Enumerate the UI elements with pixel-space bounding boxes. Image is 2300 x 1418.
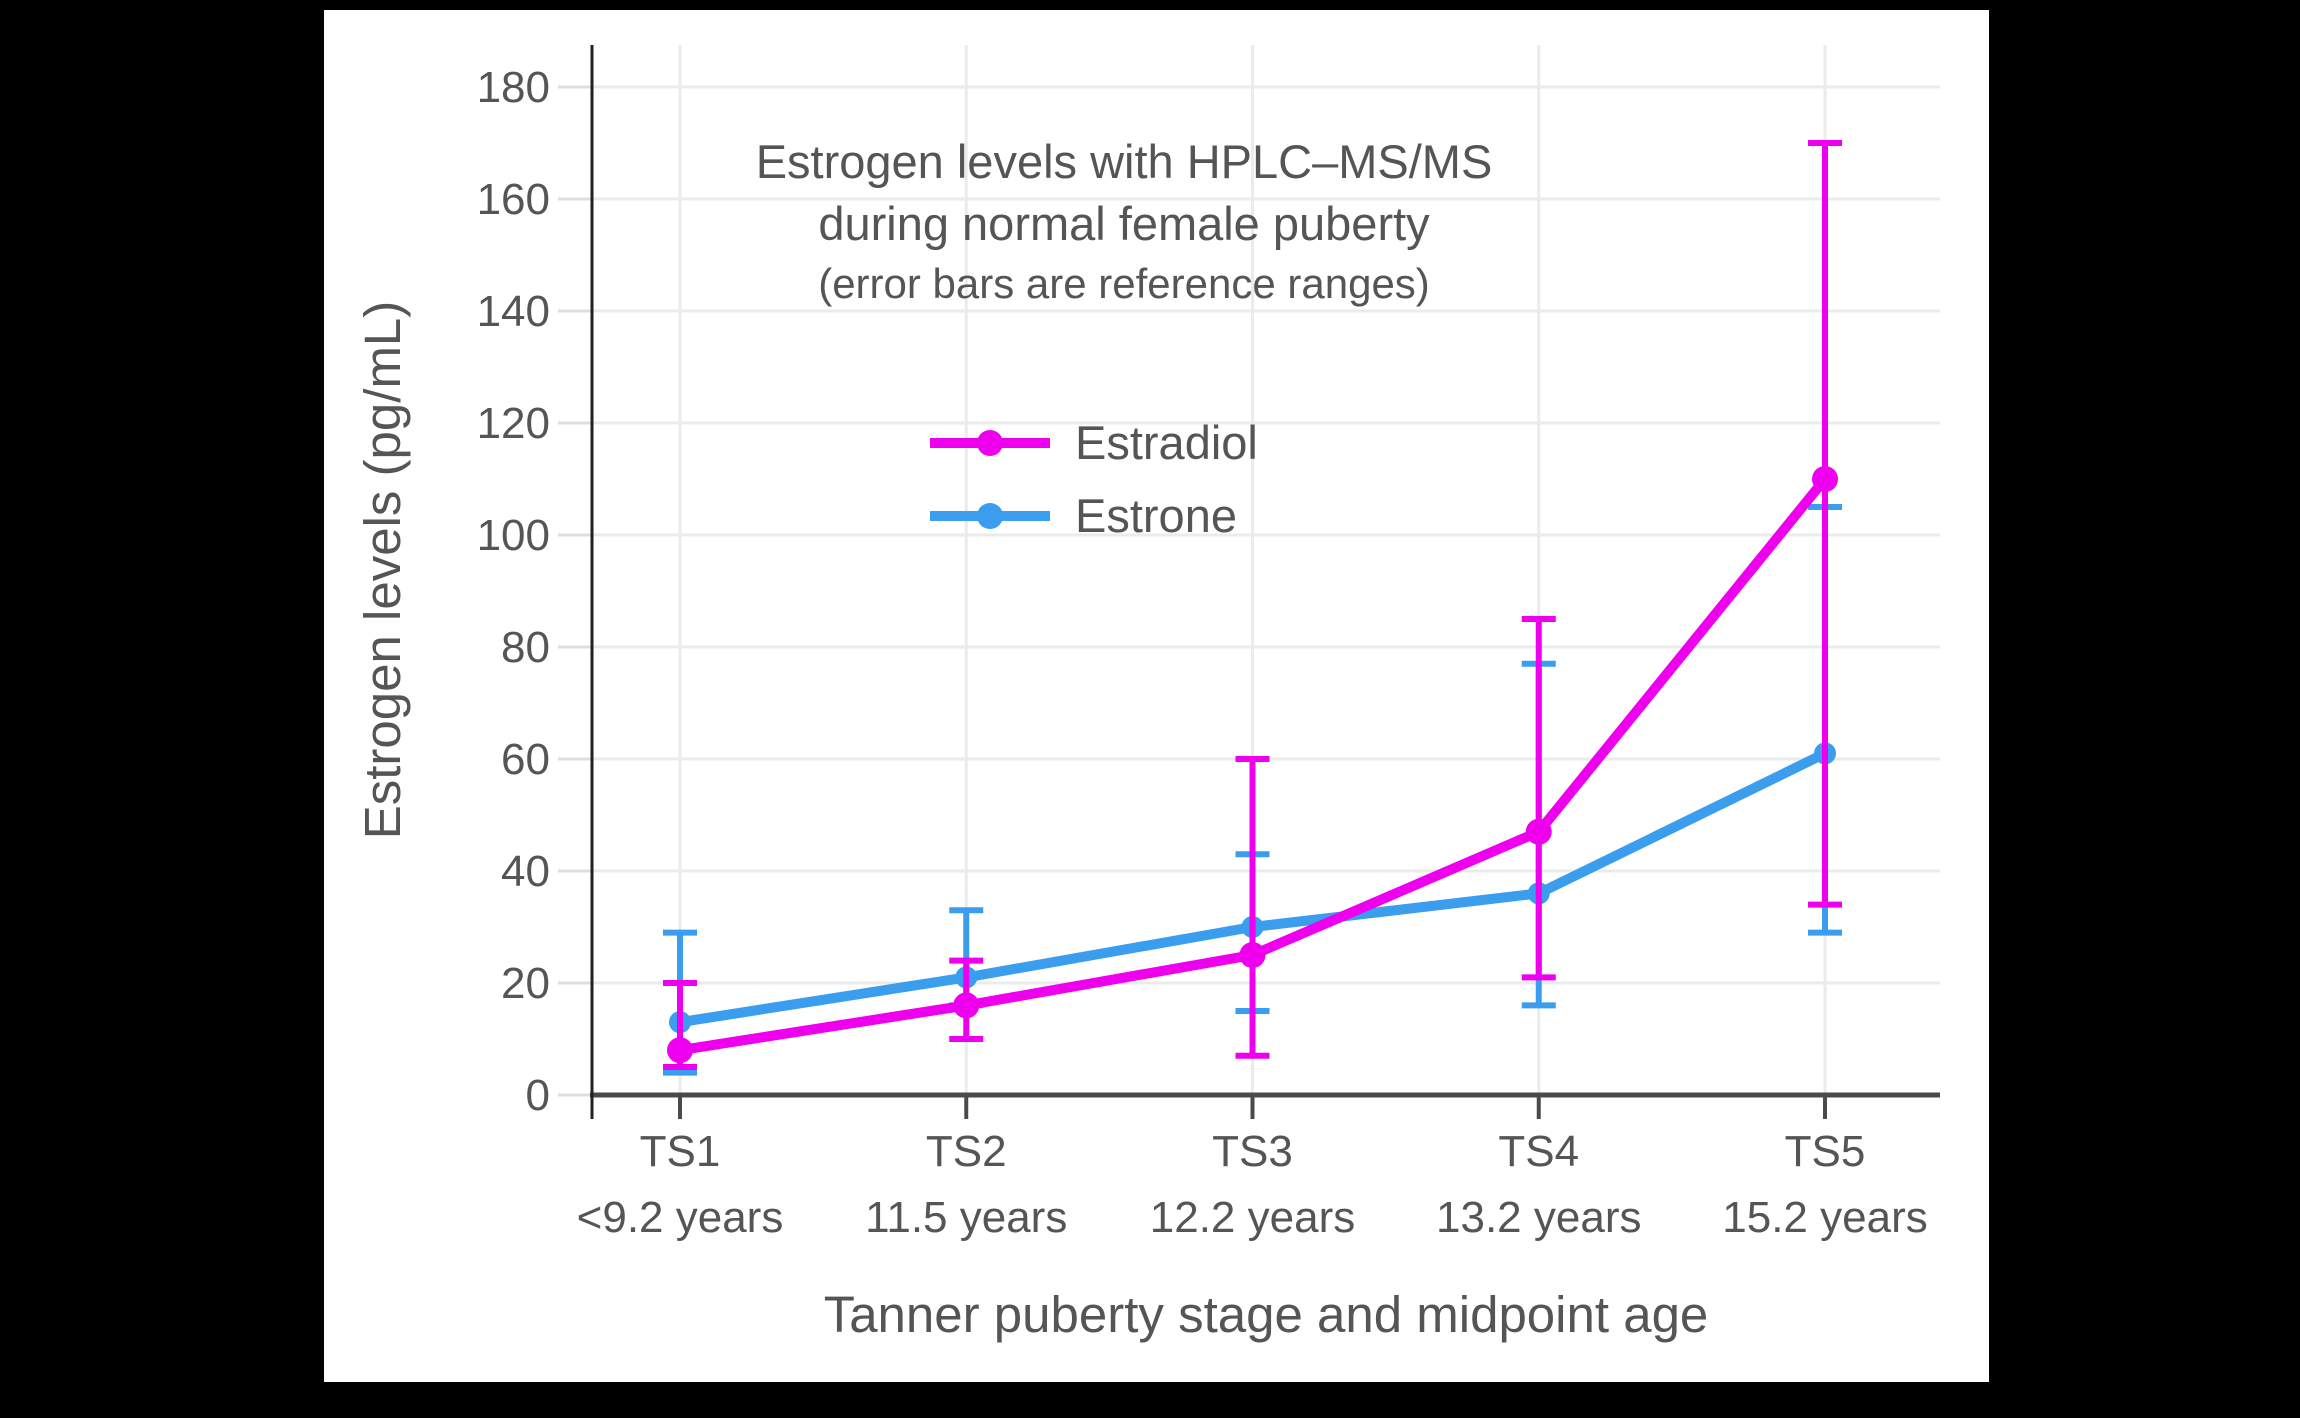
data-point (667, 1037, 693, 1064)
y-tick-label: 160 (477, 175, 550, 224)
y-tick-label: 140 (477, 287, 550, 336)
x-age-label: 15.2 years (1722, 1193, 1927, 1242)
y-tick-label: 20 (501, 959, 550, 1008)
legend-dot-swatch (977, 503, 1003, 529)
x-tick-label: TS5 (1785, 1127, 1866, 1176)
data-point (953, 992, 980, 1019)
legend-dot-swatch (977, 430, 1003, 456)
legend-label-estradiol: Estradiol (1075, 416, 1258, 469)
series-estradiol (663, 140, 1842, 1070)
x-tick-label: TS4 (1498, 1127, 1579, 1176)
y-tick-label: 40 (501, 847, 550, 896)
y-axis-title: Estrogen levels (pg/mL) (354, 301, 411, 840)
data-point (1239, 942, 1266, 968)
legend-label-estrone: Estrone (1075, 489, 1237, 542)
chart-canvas (324, 10, 1989, 1382)
chart-title-line2: during normal female puberty (818, 197, 1430, 250)
y-tick-label: 100 (477, 511, 550, 560)
y-tick-label: 80 (501, 623, 550, 672)
x-age-label: 12.2 years (1150, 1193, 1355, 1242)
data-series (663, 140, 1842, 1076)
x-tick-label: TS1 (640, 1127, 721, 1176)
y-tick-label: 60 (501, 735, 550, 784)
tick-labels: 0 20 40 60 80 100 120 140 160 180 TS1 TS2 TS3 TS4 TS5 <… (477, 63, 1928, 1242)
x-tick-label: TS3 (1212, 1127, 1293, 1176)
chart-subtitle: (error bars are reference ranges) (818, 260, 1430, 307)
y-tick-label: 180 (477, 63, 550, 112)
x-age-label: 13.2 years (1436, 1193, 1641, 1242)
chart-title-line1: Estrogen levels with HPLC–MS/MS (756, 135, 1493, 188)
data-point (1812, 466, 1838, 492)
x-tick-label: TS2 (926, 1127, 1007, 1176)
legend-swatches (930, 430, 1050, 529)
x-age-label: 11.5 years (865, 1193, 1067, 1242)
x-axis-title: Tanner puberty stage and midpoint age (824, 1286, 1709, 1343)
axes (558, 45, 1940, 1119)
y-tick-label: 0 (526, 1071, 550, 1120)
data-point (1525, 818, 1552, 845)
y-tick-label: 120 (477, 399, 550, 448)
x-age-label: <9.2 years (577, 1193, 784, 1242)
